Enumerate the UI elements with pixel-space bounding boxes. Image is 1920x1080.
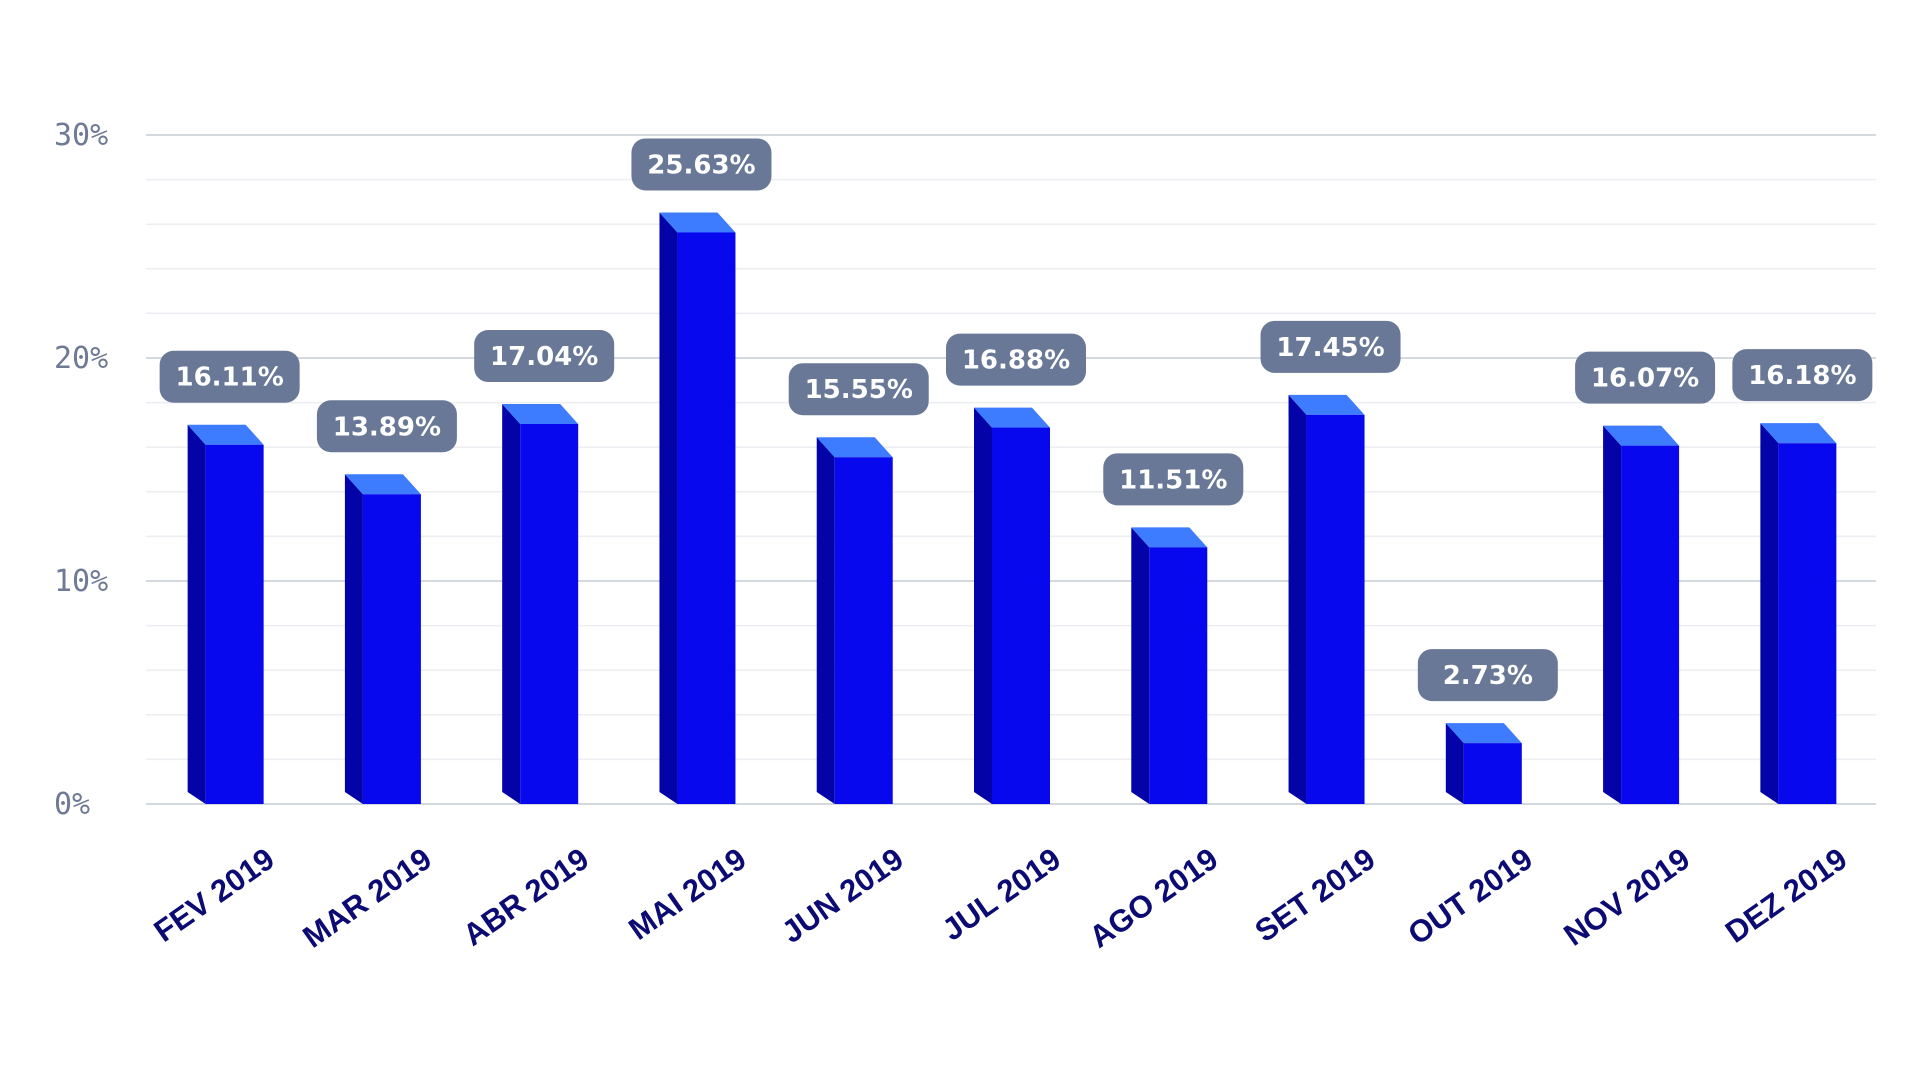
bar: [1445, 723, 1522, 804]
bar-top-face: [1131, 527, 1208, 548]
bar-front-face: [1778, 443, 1837, 804]
bar-top-face: [1445, 723, 1522, 744]
bar-side-face: [1760, 423, 1779, 804]
bar-top-face: [344, 474, 421, 495]
x-tick-label: DEZ 2019: [1719, 841, 1853, 950]
y-axis: 0% 10% 20% 30%: [54, 118, 108, 822]
bar-side-face: [1288, 394, 1307, 804]
value-labels: 16.11% 13.89% 17.04% 25.63% 15.55% 16.88% 11.5…: [159, 138, 1873, 702]
bar-top-face: [974, 407, 1050, 428]
value-label-text: 16.18%: [1748, 361, 1856, 391]
value-label-text: 17.04%: [490, 342, 598, 372]
value-label-text: 17.45%: [1276, 333, 1384, 363]
bar-side-face: [1603, 425, 1622, 804]
y-tick-label: 20%: [54, 341, 108, 376]
bar-front-face: [205, 444, 264, 804]
value-label: 2.73%: [1417, 649, 1558, 702]
x-tick-label: SET 2019: [1249, 841, 1382, 949]
value-label: 17.45%: [1260, 320, 1401, 373]
value-label-box: [316, 400, 457, 453]
x-axis: FEV 2019 MAR 2019 ABR 2019 MAI 2019 JUN 2019…: [148, 841, 1854, 955]
bar-front-face: [1463, 743, 1522, 804]
value-label: 16.88%: [946, 333, 1086, 386]
bar: [1131, 527, 1208, 804]
value-label-text: 15.55%: [805, 375, 913, 405]
bar-front-face: [1149, 547, 1208, 804]
value-label: 13.89%: [316, 400, 457, 453]
bar-side-face: [974, 407, 992, 804]
bar: [1288, 394, 1365, 804]
bar-front-face: [677, 232, 736, 805]
value-label-box: [474, 330, 615, 383]
value-label-box: [1417, 649, 1558, 702]
bar-front-face: [992, 427, 1050, 804]
bar: [502, 404, 579, 804]
x-tick-label: JUN 2019: [775, 841, 909, 950]
bar: [816, 437, 893, 804]
value-label: 17.04%: [474, 330, 615, 383]
bar-side-face: [659, 212, 678, 805]
bar: [187, 424, 264, 804]
value-label: 16.07%: [1575, 351, 1716, 404]
value-label-box: [1260, 320, 1401, 373]
bar-top-face: [659, 212, 736, 233]
value-label-box: [1103, 453, 1244, 506]
value-label-text: 13.89%: [333, 412, 441, 442]
bar-front-face: [362, 494, 421, 804]
y-tick-label: 10%: [54, 564, 108, 599]
value-label-text: 16.88%: [962, 346, 1070, 376]
value-label-text: 2.73%: [1443, 661, 1533, 691]
x-tick-label: NOV 2019: [1557, 841, 1696, 953]
value-label: 16.18%: [1732, 349, 1873, 402]
bar: [344, 474, 421, 804]
bars: [187, 212, 1837, 805]
y-tick-label: 30%: [54, 118, 108, 153]
value-label-box: [1575, 351, 1716, 404]
y-tick-label: 0%: [54, 787, 90, 822]
value-label-box: [159, 350, 300, 403]
bar-top-face: [187, 424, 264, 445]
bar: [974, 407, 1050, 804]
bar-top-face: [1288, 394, 1365, 415]
bar-side-face: [1131, 527, 1150, 804]
value-label-text: 16.11%: [175, 363, 283, 393]
value-label-text: 16.07%: [1591, 364, 1699, 394]
value-label: 15.55%: [788, 363, 929, 416]
value-label: 11.51%: [1103, 453, 1244, 506]
x-tick-label: ABR 2019: [457, 841, 596, 953]
bar-front-face: [520, 424, 579, 804]
bar-side-face: [816, 437, 835, 804]
bar-top-face: [816, 437, 893, 458]
bar-top-face: [1603, 425, 1680, 446]
x-tick-label: FEV 2019: [148, 841, 281, 949]
value-label-box: [631, 138, 772, 191]
value-label-text: 25.63%: [647, 150, 755, 180]
x-tick-label: AGO 2019: [1083, 841, 1224, 955]
value-label-text: 11.51%: [1119, 465, 1227, 495]
x-tick-label: MAR 2019: [296, 841, 437, 955]
x-tick-label: MAI 2019: [622, 841, 752, 947]
value-label-box: [788, 363, 929, 416]
bar-front-face: [1621, 445, 1680, 804]
bar-front-face: [834, 457, 893, 804]
bar: [1603, 425, 1680, 804]
bar-front-face: [1306, 414, 1365, 804]
bar-side-face: [1445, 723, 1464, 804]
bar: [659, 212, 736, 805]
bar-top-face: [502, 404, 579, 425]
bar: [1760, 423, 1837, 804]
bar-side-face: [502, 404, 521, 804]
value-label: 25.63%: [631, 138, 772, 191]
x-tick-label: OUT 2019: [1402, 841, 1539, 952]
value-label-box: [946, 333, 1086, 386]
bar-side-face: [187, 424, 206, 804]
value-label: 16.11%: [159, 350, 300, 403]
x-tick-label: JUL 2019: [936, 841, 1067, 947]
value-label-box: [1732, 349, 1873, 402]
bar-top-face: [1760, 423, 1837, 444]
bar-side-face: [344, 474, 363, 804]
